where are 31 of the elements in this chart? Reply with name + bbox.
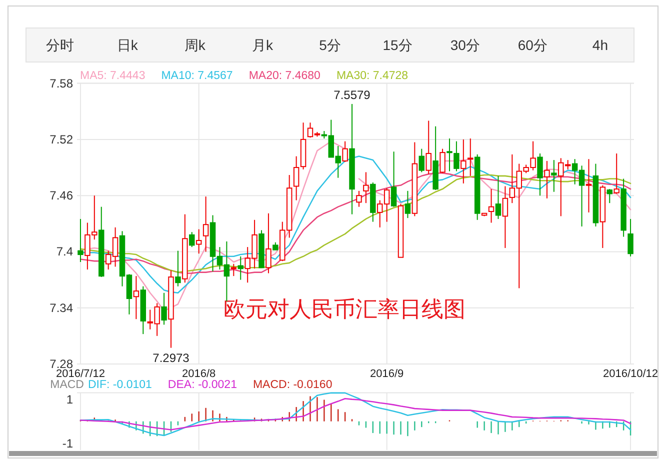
- text: 日k: [116, 37, 139, 53]
- x-tick-label: 2016/9: [370, 368, 404, 380]
- text: DEA: -0.0021: [168, 379, 237, 391]
- y-tick-label: 7.34: [50, 300, 74, 315]
- text: 周k: [184, 37, 206, 53]
- text: 月k: [252, 37, 274, 53]
- y-tick-label: 7.52: [50, 132, 74, 146]
- text: DIF: -0.0101: [88, 379, 152, 391]
- text: 4h: [592, 37, 608, 53]
- text: MA20: 7.4680: [248, 70, 320, 82]
- text: MA5: 7.4443: [80, 70, 146, 82]
- text: 分时: [46, 37, 74, 53]
- y-tick-label: 1: [66, 392, 74, 406]
- text: 欧元对人民币汇率日线图: [223, 296, 466, 322]
- text: 60分: [518, 37, 548, 53]
- y-tick-label: 7.46: [50, 188, 74, 203]
- text: 30分: [450, 37, 480, 53]
- series-label: MACD: -0.0160: [252, 379, 332, 391]
- x-tick-label: 2016/10/12: [602, 368, 658, 380]
- text: 5分: [319, 37, 341, 53]
- y-tick-label: 7.58: [50, 76, 74, 90]
- y-tick-label: 7.4: [56, 244, 74, 259]
- text: MA30: 7.4728: [336, 70, 408, 82]
- annotation: 7.5579: [334, 88, 371, 102]
- x-tick-label: 2016/7/12: [56, 368, 105, 380]
- y-tick-label: -1: [62, 436, 74, 450]
- text: 15分: [382, 37, 412, 53]
- chart-title: MACD: [50, 379, 84, 391]
- text: MA10: 7.4567: [161, 70, 233, 82]
- x-tick-label: 2016/8: [182, 368, 216, 380]
- annotation: 7.2973: [152, 350, 190, 365]
